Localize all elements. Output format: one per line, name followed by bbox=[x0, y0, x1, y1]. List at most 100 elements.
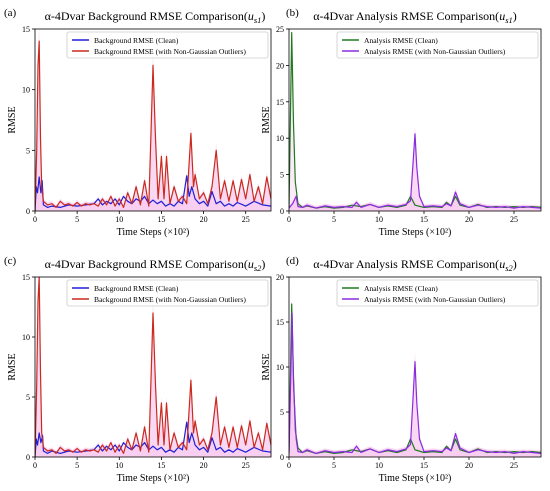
plot-area bbox=[289, 29, 541, 211]
y-axis-label: RMSE bbox=[7, 106, 18, 133]
series-band-2 bbox=[289, 125, 541, 211]
legend-label: Analysis RMSE (Clean) bbox=[364, 36, 438, 45]
y-tick-label: 10 bbox=[276, 363, 284, 372]
legend-label: Analysis RMSE (Clean) bbox=[364, 284, 438, 293]
legend-box bbox=[66, 279, 269, 307]
x-tick-label: 0 bbox=[33, 215, 37, 224]
x-tick-label: 15 bbox=[157, 461, 165, 470]
plot-area bbox=[35, 277, 271, 457]
x-tick-label: 5 bbox=[332, 461, 336, 470]
x-tick-label: 25 bbox=[242, 461, 250, 470]
title-subscript: s1 bbox=[505, 15, 513, 25]
series-line-2 bbox=[35, 277, 271, 457]
panel-title: α-4Dvar Analysis RMSE Comparison(us1) bbox=[313, 9, 517, 25]
legend-label: Analysis RMSE (with Non-Gaussian Outlier… bbox=[364, 295, 506, 304]
title-variable: u bbox=[499, 257, 505, 271]
title-variable: u bbox=[248, 9, 254, 23]
x-tick-label: 0 bbox=[287, 461, 291, 470]
series-line-2 bbox=[289, 133, 541, 209]
chart-panel-1: (a) α-4Dvar Background RMSE Comparison(us… bbox=[4, 7, 272, 238]
panel-letter: (d) bbox=[286, 255, 299, 267]
title-close: ) bbox=[261, 9, 265, 23]
y-tick-label: 5 bbox=[26, 393, 30, 402]
title-variable: u bbox=[499, 9, 505, 23]
x-tick-label: 10 bbox=[375, 461, 383, 470]
x-tick-label: 25 bbox=[242, 215, 250, 224]
y-tick-label: 0 bbox=[26, 453, 30, 462]
legend-label: Background RMSE (with Non-Gaussian Outli… bbox=[94, 295, 246, 304]
chart-panel-2: (b) α-4Dvar Analysis RMSE Comparison(us1)… bbox=[261, 7, 542, 238]
legend-label: Analysis RMSE (with Non-Gaussian Outlier… bbox=[364, 47, 506, 56]
x-tick-label: 5 bbox=[75, 215, 79, 224]
y-tick-label: 0 bbox=[280, 207, 284, 216]
x-tick-label: 15 bbox=[420, 461, 428, 470]
title-subscript: s1 bbox=[254, 15, 262, 25]
y-tick-label: 10 bbox=[276, 134, 284, 143]
chart-panel-3: (c) α-4Dvar Background RMSE Comparison(us… bbox=[4, 255, 272, 484]
x-tick-label: 15 bbox=[157, 215, 165, 224]
x-tick-label: 25 bbox=[510, 461, 518, 470]
y-tick-label: 15 bbox=[276, 98, 284, 107]
series-line-2 bbox=[35, 40, 271, 211]
panel-letter: (b) bbox=[286, 7, 299, 19]
series-band-2 bbox=[289, 299, 541, 457]
y-tick-label: 25 bbox=[276, 25, 284, 34]
y-axis-label: RMSE bbox=[261, 353, 272, 380]
y-tick-label: 15 bbox=[276, 318, 284, 327]
y-axis-label: RMSE bbox=[7, 353, 18, 380]
title-variable: u bbox=[248, 257, 254, 271]
y-tick-label: 10 bbox=[22, 86, 30, 95]
legend: Background RMSE (Clean) Background RMSE (… bbox=[66, 279, 269, 307]
y-tick-label: 0 bbox=[26, 207, 30, 216]
legend: Analysis RMSE (Clean) Analysis RMSE (with… bbox=[336, 279, 539, 307]
y-tick-label: 15 bbox=[22, 25, 30, 34]
legend: Background RMSE (Clean) Background RMSE (… bbox=[66, 31, 269, 59]
y-tick-label: 20 bbox=[276, 61, 284, 70]
plot-area bbox=[35, 29, 271, 211]
title-text: α-4Dvar Analysis RMSE Comparison( bbox=[313, 257, 499, 271]
title-subscript: s2 bbox=[254, 263, 262, 273]
series-band-2 bbox=[35, 277, 271, 457]
panel-title: α-4Dvar Background RMSE Comparison(us2) bbox=[45, 257, 266, 273]
legend-label: Background RMSE (with Non-Gaussian Outli… bbox=[94, 47, 246, 56]
y-axis-label: RMSE bbox=[261, 106, 272, 133]
title-subscript: s2 bbox=[505, 263, 513, 273]
title-close: ) bbox=[513, 9, 517, 23]
title-text: α-4Dvar Background RMSE Comparison( bbox=[45, 9, 248, 23]
y-tick-label: 15 bbox=[22, 273, 30, 282]
legend-label: Background RMSE (Clean) bbox=[94, 284, 179, 293]
chart-panel-4: (d) α-4Dvar Analysis RMSE Comparison(us2)… bbox=[261, 255, 542, 484]
x-axis-label: Time Steps (×10²) bbox=[117, 227, 190, 238]
y-tick-label: 20 bbox=[276, 273, 284, 282]
y-tick-label: 5 bbox=[26, 146, 30, 155]
x-tick-label: 20 bbox=[200, 215, 208, 224]
panel-letter: (a) bbox=[4, 7, 17, 19]
x-tick-label: 10 bbox=[375, 215, 383, 224]
x-axis-label: Time Steps (×10²) bbox=[117, 473, 190, 484]
title-text: α-4Dvar Analysis RMSE Comparison( bbox=[313, 9, 499, 23]
y-tick-label: 5 bbox=[280, 408, 284, 417]
legend-label: Background RMSE (Clean) bbox=[94, 36, 179, 45]
legend: Analysis RMSE (Clean) Analysis RMSE (with… bbox=[336, 31, 539, 59]
panel-title: α-4Dvar Analysis RMSE Comparison(us2) bbox=[313, 257, 517, 273]
x-tick-label: 10 bbox=[115, 461, 123, 470]
series-band-2 bbox=[35, 29, 271, 211]
legend-box bbox=[336, 31, 539, 59]
y-tick-label: 5 bbox=[280, 171, 284, 180]
axes-frame bbox=[34, 276, 272, 458]
y-tick-label: 10 bbox=[22, 333, 30, 342]
title-close: ) bbox=[513, 257, 517, 271]
legend-box bbox=[336, 279, 539, 307]
x-tick-label: 15 bbox=[420, 215, 428, 224]
axes-frame bbox=[34, 28, 272, 212]
x-tick-label: 10 bbox=[115, 215, 123, 224]
x-tick-label: 0 bbox=[33, 461, 37, 470]
y-tick-label: 0 bbox=[280, 453, 284, 462]
x-tick-label: 25 bbox=[510, 215, 518, 224]
x-tick-label: 5 bbox=[332, 215, 336, 224]
x-tick-label: 0 bbox=[287, 215, 291, 224]
x-tick-label: 20 bbox=[465, 461, 473, 470]
x-tick-label: 20 bbox=[465, 215, 473, 224]
x-tick-label: 5 bbox=[75, 461, 79, 470]
